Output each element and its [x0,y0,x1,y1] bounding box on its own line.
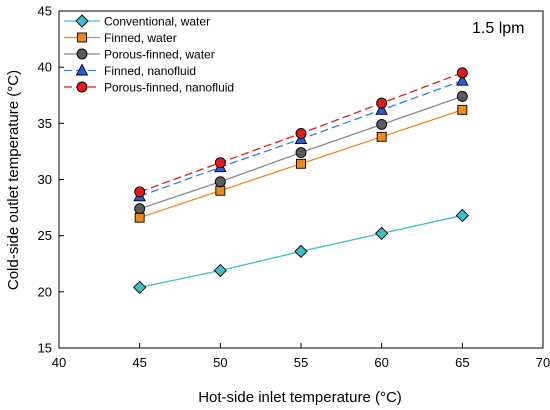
data-point [134,203,146,215]
chart-marks [133,67,469,294]
data-point [134,212,145,223]
legend-label: Finned, nanofluid [104,64,196,78]
data-point [294,244,308,259]
legend-marker [76,81,88,93]
data-point [295,127,307,139]
data-point [375,226,389,241]
data-point [133,280,147,294]
legend-label: Porous-finned, nanofluid [104,81,234,95]
x-tick-label: 50 [213,355,227,370]
legend-label: Finned, water [104,31,177,45]
series-conventional-water [133,208,469,294]
legend-entry: Porous-finned, water [64,48,215,62]
data-point [375,102,388,115]
y-tick-label: 30 [38,172,52,187]
data-point [295,147,307,158]
y-tick-label: 45 [38,4,52,19]
x-tick-label: 40 [52,355,66,370]
legend-marker [75,14,89,28]
data-point [213,263,227,278]
series-porous-finned-nanofluid [134,67,468,198]
data-point [457,104,468,115]
y-tick-label: 20 [38,284,52,299]
legend-entry: Porous-finned, nanofluid [64,81,234,95]
x-tick-label: 45 [132,355,146,370]
y-tick-label: 15 [38,341,52,356]
data-point [456,73,469,86]
x-tick-label: 70 [536,355,550,370]
data-point [296,158,306,169]
legend-marker [76,48,88,60]
chart-legend: Conventional, water Finned, water Porous-f… [64,14,234,95]
data-point [455,208,469,223]
legend-label: Conventional, water [104,15,210,29]
data-point [376,119,388,130]
legend-entry: Finned, nanofluid [64,63,196,78]
chart-axes: 40 45 50 55 60 65 70 15 20 25 30 35 40 45 [38,4,550,371]
flow-rate-annotation: 1.5 lpm [472,20,524,37]
legend-label: Porous-finned, water [104,48,215,62]
y-tick-label: 40 [38,60,52,75]
data-point [376,97,388,109]
legend-entry: Conventional, water [64,14,210,29]
y-axis-title: Cold-side outlet temperature (°C) [5,70,22,290]
data-point [134,186,146,198]
legend-entry: Finned, water [64,31,177,45]
x-axis-title: Hot-side inlet temperature (°C) [198,389,402,406]
data-point [214,176,226,188]
data-point [376,131,387,142]
series-porous-finned-water [134,90,468,215]
x-tick-label: 55 [294,355,308,370]
x-tick-label: 60 [374,355,388,370]
plot-frame [58,10,544,349]
series-finned-water [134,104,468,223]
legend-marker [75,63,89,76]
y-tick-label: 25 [38,228,52,243]
data-point [215,185,226,196]
y-tick-label: 35 [38,116,52,131]
legend-marker [77,32,87,43]
data-point [456,90,468,102]
data-point [214,157,226,169]
x-tick-label: 65 [455,355,469,370]
data-point [456,67,468,79]
